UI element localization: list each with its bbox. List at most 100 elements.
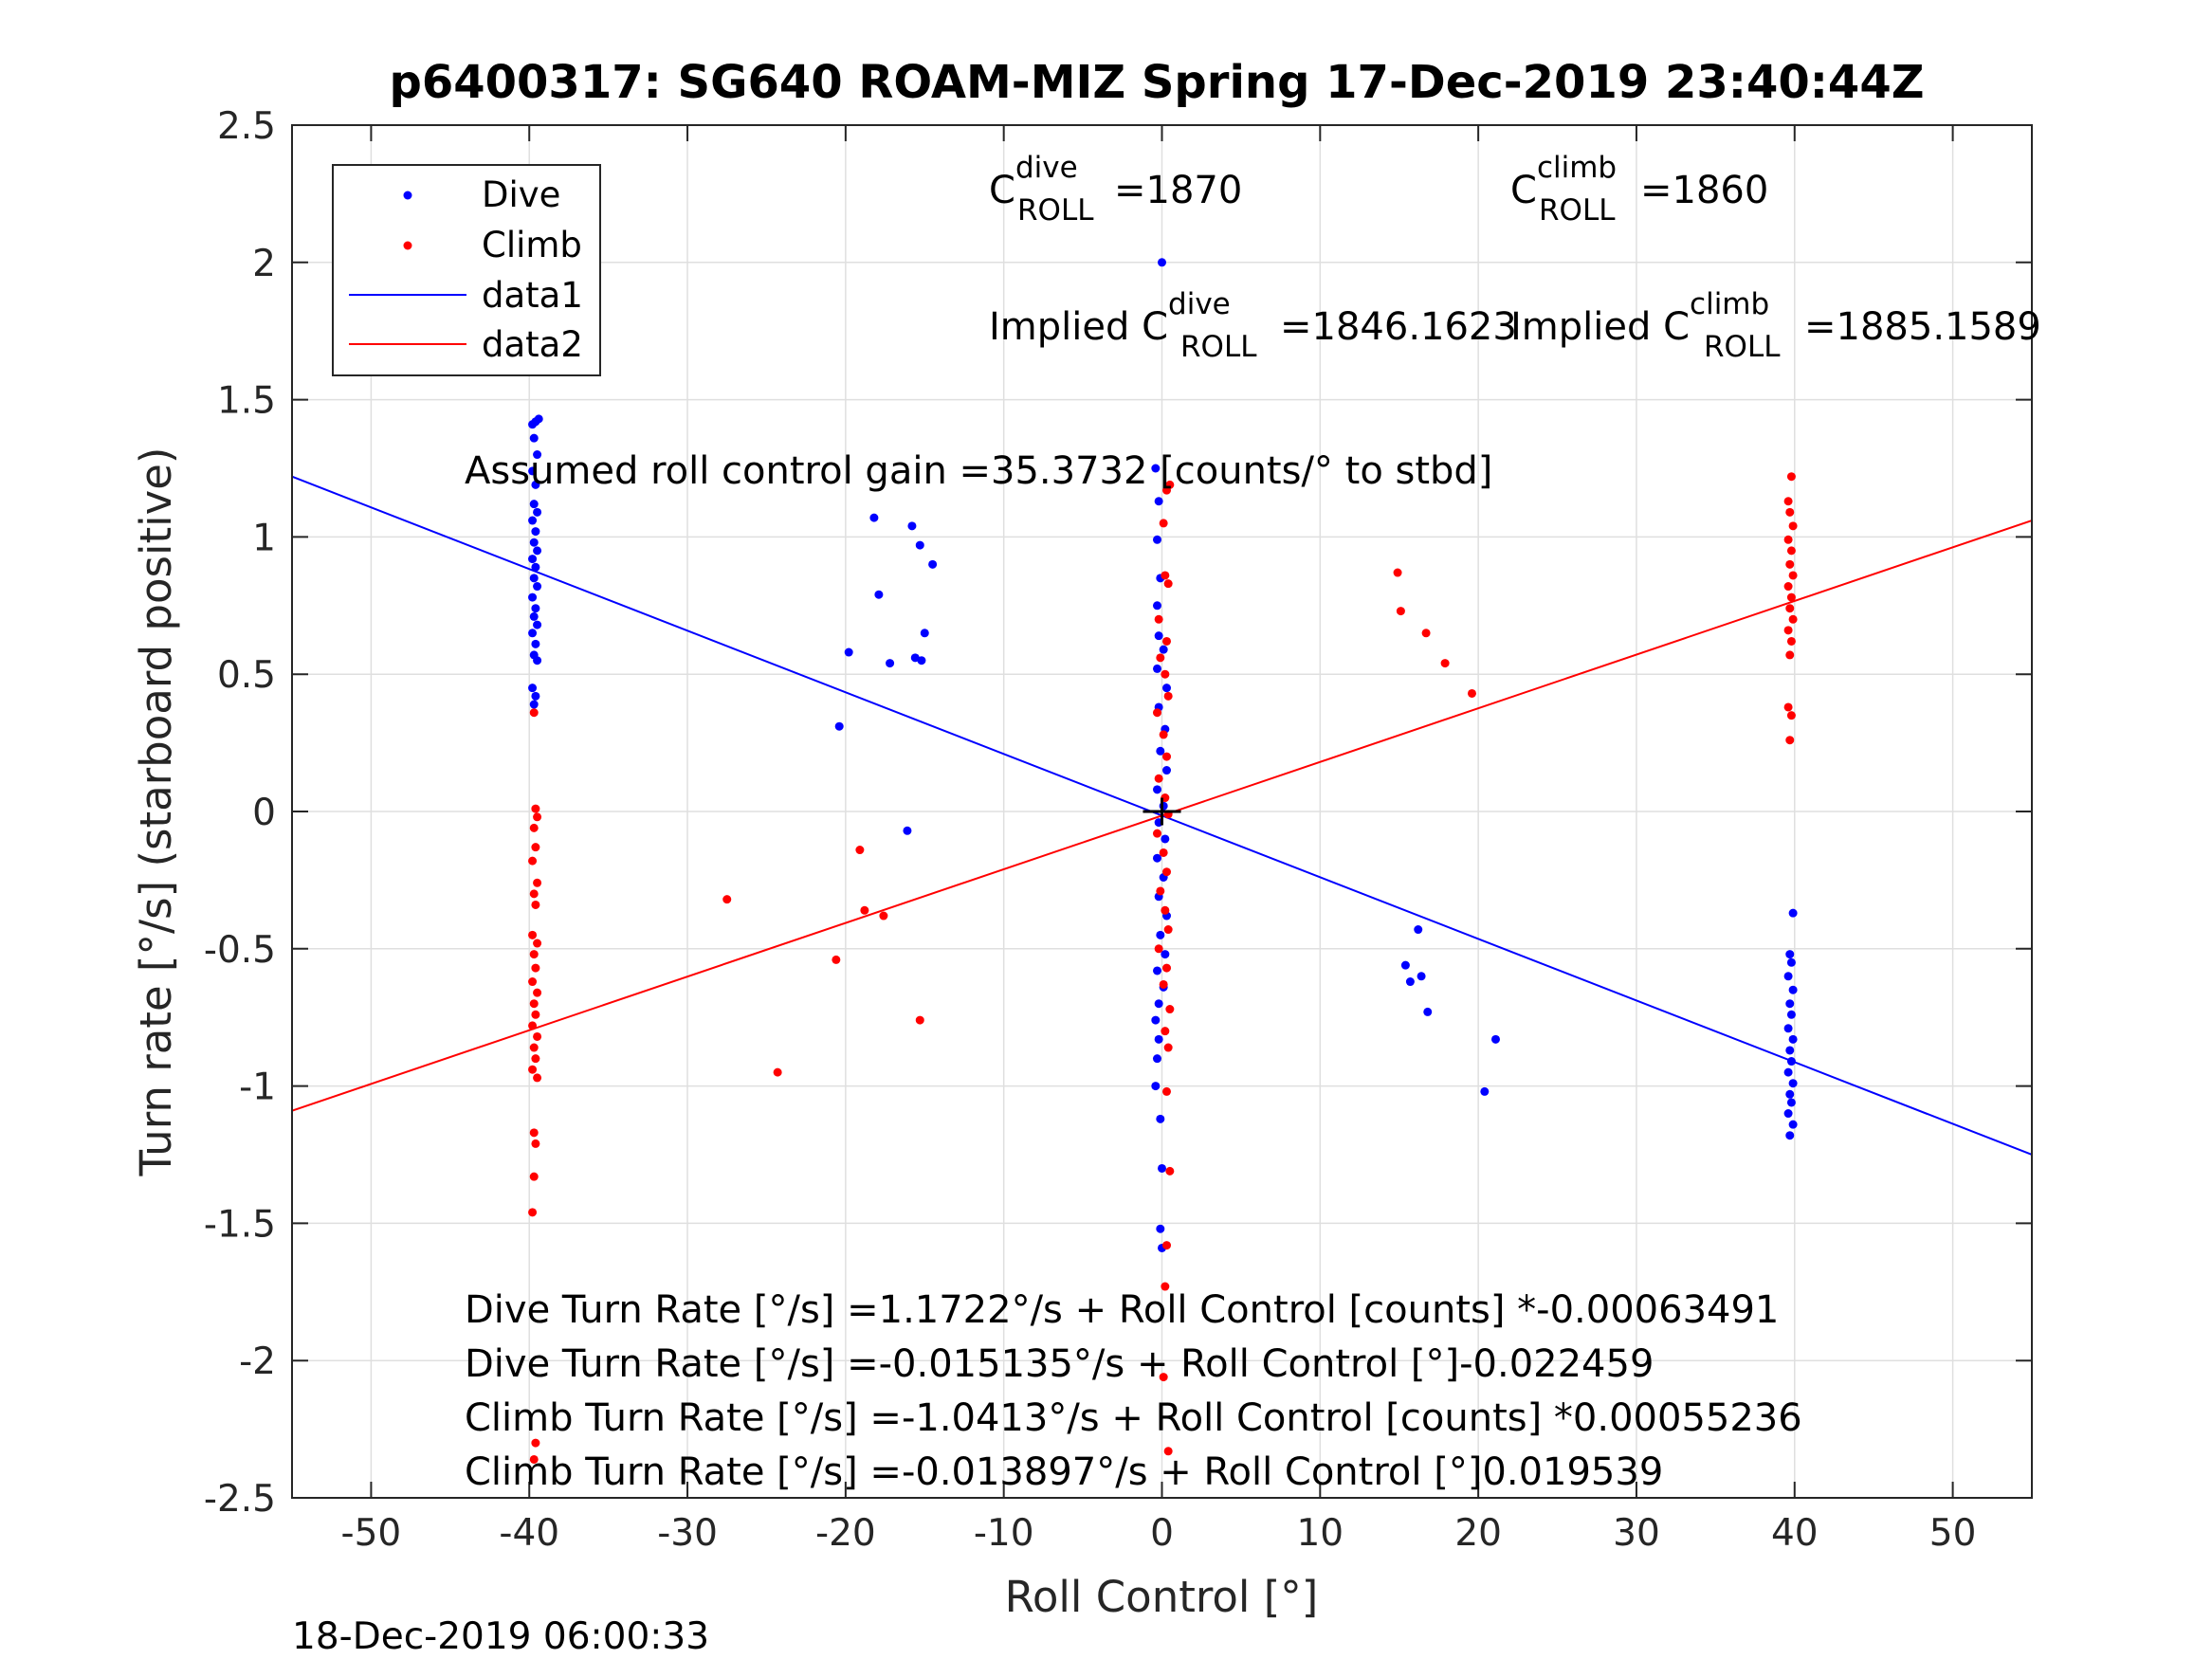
annotation-fit-1: Dive Turn Rate [°/s] =-0.015135°/s + Rol… — [465, 1342, 1654, 1386]
point-dive — [1788, 1079, 1798, 1088]
point-climb — [533, 939, 542, 948]
point-dive — [1162, 766, 1172, 775]
point-climb — [1788, 521, 1798, 531]
point-climb — [1161, 1027, 1170, 1036]
annotation-c-dive-base: C — [989, 169, 1015, 212]
annotation-c-dive-sub: ROLL — [1017, 193, 1094, 228]
point-climb — [722, 895, 732, 904]
point-dive — [834, 721, 844, 731]
point-dive — [1786, 1010, 1796, 1019]
point-climb — [1154, 774, 1163, 783]
point-dive — [1785, 1046, 1795, 1055]
point-climb — [531, 900, 540, 909]
x-tick-label: 50 — [1929, 1512, 1977, 1555]
point-dive — [907, 521, 917, 531]
point-climb — [531, 1054, 540, 1064]
x-axis-title: Roll Control [°] — [1005, 1572, 1319, 1622]
point-climb — [1162, 1086, 1172, 1096]
point-climb — [1162, 1241, 1172, 1250]
point-climb — [1163, 1447, 1173, 1456]
point-climb — [529, 999, 539, 1009]
point-dive — [1156, 1224, 1165, 1233]
point-climb — [1783, 535, 1793, 544]
point-dive — [529, 611, 539, 621]
legend-label-data1: data1 — [482, 275, 583, 316]
tick-labels: -50 -40 -30 -20 -10 0 10 20 30 40 50-2.5-2-1.5-1-0… — [204, 105, 1977, 1555]
point-climb — [529, 889, 539, 899]
annotation-implied-climb-sup: climb — [1690, 287, 1769, 321]
point-dive — [1158, 1163, 1166, 1173]
point-climb — [533, 1073, 542, 1083]
point-dive — [1152, 601, 1161, 611]
point-dive — [1151, 464, 1161, 473]
point-climb — [531, 1139, 540, 1148]
y-tick-label: -1.5 — [204, 1203, 276, 1246]
point-climb — [773, 1067, 782, 1077]
y-tick-label: 1 — [252, 517, 276, 559]
point-climb — [832, 955, 841, 964]
point-dive — [1788, 908, 1798, 918]
point-climb — [1162, 867, 1172, 877]
point-dive — [528, 516, 538, 525]
annotation-implied-dive-sub: ROLL — [1180, 330, 1257, 364]
point-dive — [529, 574, 539, 583]
data-points — [528, 258, 1798, 1464]
point-dive — [529, 538, 539, 547]
point-climb — [1783, 702, 1793, 712]
point-climb — [531, 1438, 540, 1448]
point-dive — [1400, 960, 1410, 970]
point-dive — [528, 592, 538, 602]
point-climb — [1156, 653, 1165, 663]
y-tick-label: -2.5 — [204, 1478, 276, 1521]
point-climb — [1786, 546, 1796, 556]
point-climb — [1783, 582, 1793, 592]
point-climb — [528, 856, 538, 866]
point-dive — [1159, 645, 1168, 654]
point-dive — [529, 500, 539, 509]
point-climb — [1163, 579, 1173, 589]
point-climb — [1785, 559, 1795, 569]
annotation-fit-0: Dive Turn Rate [°/s] =1.1722°/s + Roll C… — [465, 1288, 1779, 1332]
point-climb — [915, 1015, 924, 1025]
point-dive — [903, 826, 912, 835]
point-dive — [1417, 972, 1426, 981]
point-dive — [917, 656, 926, 665]
x-tick-label: 20 — [1454, 1512, 1502, 1555]
point-dive — [531, 562, 540, 572]
y-tick-label: 0 — [252, 792, 276, 834]
point-dive — [1162, 684, 1172, 693]
point-climb — [1162, 636, 1172, 646]
point-climb — [1783, 497, 1793, 506]
point-climb — [1783, 626, 1793, 635]
point-dive — [1788, 1034, 1798, 1044]
point-dive — [1156, 746, 1165, 756]
annotation-implied-climb-prefix: Implied C — [1510, 305, 1690, 349]
annotation-c-climb-base: C — [1510, 169, 1537, 212]
point-climb — [1154, 614, 1163, 624]
annotation-c-climb-value: =1860 — [1640, 169, 1768, 212]
point-climb — [1159, 730, 1168, 739]
point-climb — [1440, 659, 1450, 668]
annotation-c-climb-sup: climb — [1537, 151, 1617, 185]
point-dive — [886, 659, 895, 668]
point-climb — [1156, 886, 1165, 896]
point-climb — [1152, 708, 1161, 718]
point-dive — [1786, 957, 1796, 967]
point-climb — [1785, 650, 1795, 660]
point-climb — [1159, 519, 1168, 528]
point-climb — [1786, 711, 1796, 720]
point-dive — [1405, 977, 1415, 987]
point-climb — [1396, 607, 1405, 616]
annotation-c-dive: Cdive ROLL =1870 — [989, 151, 1242, 228]
point-climb — [533, 812, 542, 822]
annotation-implied-climb: Implied Cclimb ROLL =1885.1589 — [1510, 287, 2041, 364]
point-climb — [533, 988, 542, 997]
point-climb — [1165, 1166, 1175, 1176]
annotation-c-climb: Cclimb ROLL =1860 — [1510, 151, 1768, 228]
legend-box — [332, 164, 601, 376]
point-climb — [1467, 688, 1476, 698]
x-tick-label: 40 — [1771, 1512, 1819, 1555]
point-dive — [1414, 925, 1423, 935]
point-climb — [1165, 1005, 1175, 1014]
point-dive — [920, 629, 929, 638]
